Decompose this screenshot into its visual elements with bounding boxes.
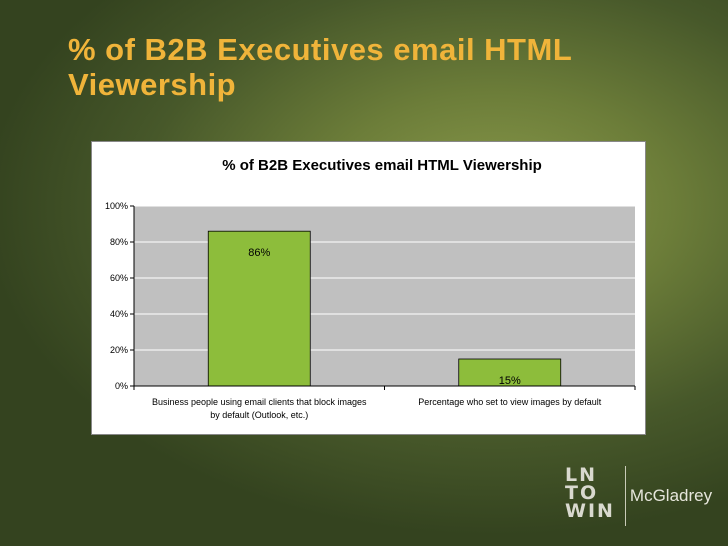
bar-chart: % of B2B Executives email HTML Viewershi…	[105, 157, 636, 420]
logo-mark-line: LN	[565, 464, 598, 486]
logo-mark-line: TO	[565, 482, 599, 504]
chart-panel: % of B2B Executives email HTML Viewershi…	[91, 141, 646, 435]
y-tick-label: 60%	[110, 273, 128, 283]
data-label: 15%	[499, 375, 521, 387]
chart-title: % of B2B Executives email HTML Viewershi…	[222, 157, 542, 174]
logo-mark: LN TO WIN	[565, 464, 615, 522]
company-logo: LN TO WIN McGladrey	[565, 466, 715, 526]
bar	[458, 358, 562, 387]
x-tick-label: Percentage who set to view images by def…	[418, 397, 602, 407]
x-tick-label: Business people using email clients that…	[152, 397, 367, 407]
data-label: 86%	[248, 247, 270, 259]
y-tick-label: 40%	[110, 309, 128, 319]
y-tick-label: 20%	[110, 345, 128, 355]
x-tick-label: by default (Outlook, etc.)	[210, 410, 308, 420]
bar	[207, 230, 311, 387]
y-tick-label: 80%	[110, 237, 128, 247]
y-tick-label: 0%	[115, 381, 128, 391]
logo-divider	[625, 466, 626, 526]
logo-mark-line: WIN	[565, 500, 615, 522]
slide-title: % of B2B Executives email HTML Viewershi…	[68, 32, 572, 102]
y-tick-label: 100%	[105, 201, 128, 211]
logo-company-name: McGladrey	[629, 486, 713, 505]
